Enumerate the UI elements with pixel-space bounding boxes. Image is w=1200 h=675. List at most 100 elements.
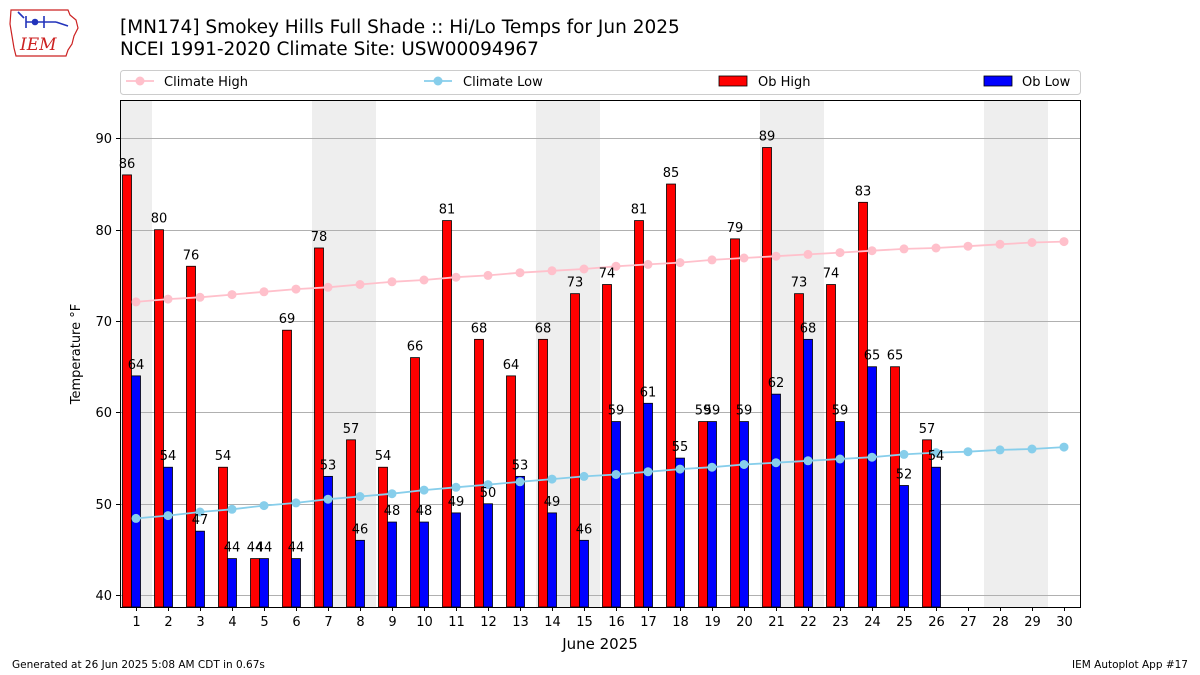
ob-low-value-label: 53 (320, 458, 337, 473)
ob-high-bar (922, 439, 932, 608)
ob-low-value-label: 44 (288, 541, 305, 556)
x-tick-label: 6 (292, 615, 300, 630)
climate-low-point (643, 467, 653, 477)
ob-low-bar (579, 539, 589, 608)
ob-high-bar (474, 338, 484, 608)
y-tick-label: 90 (95, 132, 112, 147)
ob-high-bar (634, 220, 644, 608)
ob-high-bar (666, 183, 676, 608)
ob-high-bar (378, 466, 388, 608)
ob-low-bar (483, 503, 493, 608)
ob-high-bar (282, 329, 292, 608)
climate-low-point (483, 480, 493, 490)
ob-high-value-label: 85 (663, 166, 680, 181)
ob-low-bar (643, 402, 653, 608)
plot-frame (120, 100, 1081, 608)
climate-low-point (931, 448, 941, 458)
ob-high-bar (122, 174, 132, 608)
weather-station-icon (17, 11, 69, 28)
ob-low-bar (771, 393, 781, 608)
x-tick-label: 13 (512, 615, 529, 630)
ob-low-value-label: 49 (448, 495, 465, 510)
x-tick-label: 5 (260, 615, 268, 630)
x-tick-label: 9 (388, 615, 396, 630)
y-tick-label: 70 (95, 315, 112, 330)
ob-high-bar (826, 284, 836, 608)
climate-high-point (835, 248, 845, 258)
ob-low-bar (931, 466, 941, 608)
ob-low-bar (387, 521, 397, 608)
climate-high-point (547, 266, 557, 276)
x-tick-label: 7 (324, 615, 332, 630)
climate-high-point (163, 294, 173, 304)
climate-high-line (135, 240, 1065, 303)
ob-low-bar (419, 521, 429, 608)
y-tick-label: 80 (95, 224, 112, 239)
x-tick-label: 29 (1024, 615, 1041, 630)
ob-low-bar (739, 421, 749, 608)
y-tick-label: 60 (95, 406, 112, 421)
legend-label-ob-low: Ob Low (1022, 75, 1071, 90)
climate-low-point (355, 492, 365, 501)
ob-low-value-label: 54 (928, 449, 945, 464)
climate-low-line (135, 446, 1065, 520)
logo-text: IEM (19, 35, 57, 55)
x-tick-label: 12 (480, 615, 497, 630)
climate-low-point (1027, 444, 1037, 454)
climate-low-point (771, 458, 781, 468)
climate-high-point (739, 253, 749, 263)
ob-low-value-label: 55 (672, 440, 689, 455)
x-tick-label: 26 (928, 615, 945, 630)
ob-high-value-label: 59 (695, 404, 712, 419)
ob-low-bar (195, 530, 205, 608)
ob-low-bar (547, 512, 557, 608)
ob-high-value-label: 74 (823, 267, 840, 282)
climate-high-point (995, 239, 1005, 249)
climate-low-point (1059, 442, 1069, 452)
ob-high-value-label: 54 (215, 449, 232, 464)
ob-high-bar (538, 338, 548, 608)
x-tick-label: 10 (416, 615, 433, 630)
climate-low-point (451, 482, 461, 492)
ob-high-value-label: 44 (247, 541, 264, 556)
ob-low-value-label: 59 (736, 404, 753, 419)
x-tick-label: 14 (544, 615, 561, 630)
legend-label-climate-low: Climate Low (463, 75, 543, 90)
x-tick-label: 15 (576, 615, 593, 630)
ob-high-bar (602, 284, 612, 608)
climate-low-point (899, 449, 909, 459)
data-labels: 86 80 76 54 44 69 78 57 54 66 81 68 64 68 73 74 81 85 59 79… (119, 130, 945, 556)
x-tick-label: 20 (736, 615, 753, 630)
climate-high-point (483, 270, 493, 280)
ob-high-bar (506, 375, 516, 608)
ob-low-value-label: 44 (224, 541, 241, 556)
climate-low-point (163, 511, 173, 521)
climate-high-point (195, 292, 205, 302)
ob-low-value-label: 64 (128, 358, 145, 373)
ob-high-bar (570, 293, 580, 608)
ob-high-value-label: 86 (119, 157, 136, 172)
ob-high-value-label: 73 (567, 276, 584, 291)
ob-low-bar (675, 457, 685, 608)
climate-high-point (1059, 237, 1069, 247)
weekend-band (984, 100, 1048, 607)
ob-high-value-label: 64 (503, 358, 520, 373)
climate-high-point (675, 258, 685, 268)
x-tick-label: 16 (608, 615, 625, 630)
climate-high-point (579, 264, 589, 274)
climate-low-point (195, 507, 205, 517)
chart-title: [MN174] Smokey Hills Full Shade :: Hi/Lo… (120, 17, 680, 61)
ob-high-bar (698, 421, 708, 608)
ob-high-value-label: 54 (375, 449, 392, 464)
ob-high-value-label: 83 (855, 184, 872, 199)
bars (122, 147, 941, 608)
climate-low-point (323, 494, 333, 504)
y-axis-title: Temperature °F (69, 304, 84, 405)
climate-low-point (131, 513, 141, 523)
ob-high-value-label: 79 (727, 221, 744, 236)
ob-high-bar (890, 366, 900, 608)
ob-high-value-label: 68 (535, 321, 552, 336)
x-axis: 1 2 3 4 5 6 7 8 9 10 11 12 13 14 15 16 17 18 19 20 21 22 23 24 2… (132, 607, 1073, 630)
climate-high-point (131, 297, 141, 307)
legend-label-ob-high: Ob High (758, 75, 811, 90)
